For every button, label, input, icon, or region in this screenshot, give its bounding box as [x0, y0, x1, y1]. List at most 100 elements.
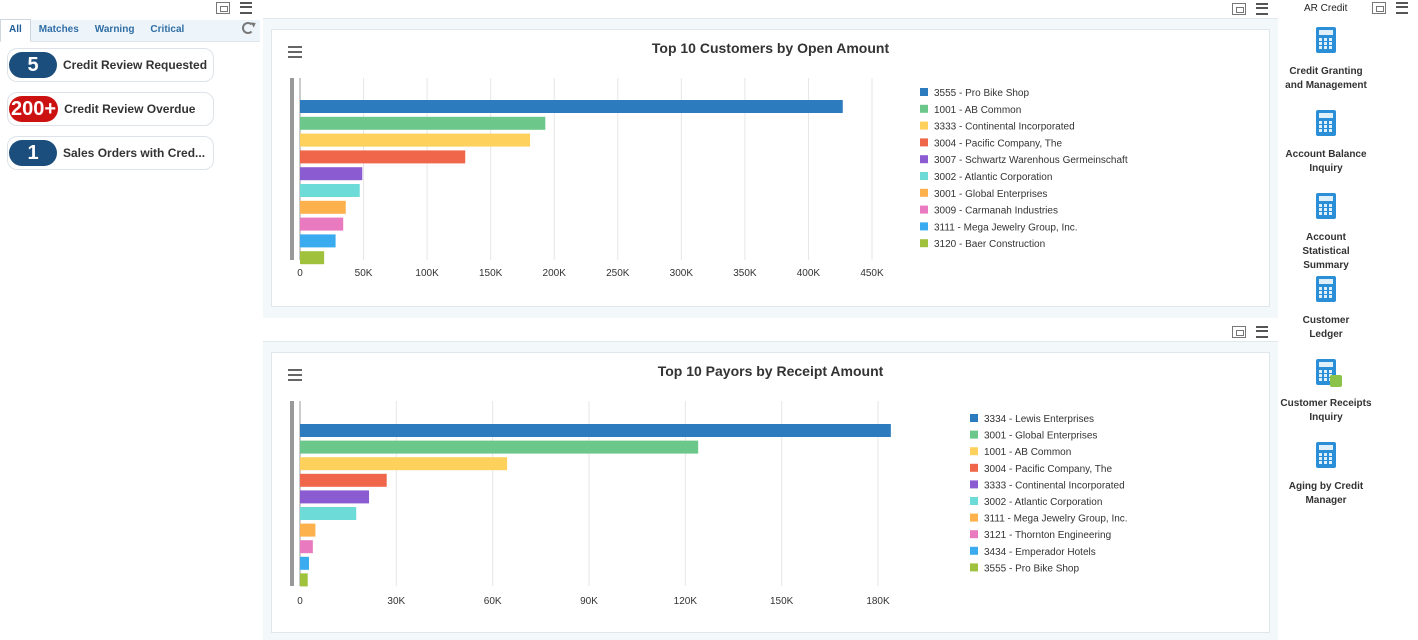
- bar[interactable]: [300, 523, 316, 537]
- springboard-panel: AR Credit Credit Granting and Management…: [1280, 0, 1418, 640]
- legend-swatch: [920, 222, 928, 231]
- bar[interactable]: [300, 490, 370, 504]
- legend-entry[interactable]: 3002 - Atlantic Corporation: [934, 172, 1052, 183]
- watchlist-card-credit-review-requested[interactable]: 5 Credit Review Requested: [7, 48, 214, 82]
- watchlist-panel: All Matches Warning Critical 5 Credit Re…: [0, 0, 260, 640]
- bar[interactable]: [300, 457, 508, 471]
- watchlist-tools: [216, 2, 254, 18]
- legend-entry[interactable]: 3007 - Schwartz Warenhous Germeinschaft: [934, 155, 1128, 166]
- bar[interactable]: [300, 100, 843, 113]
- app-label: Customer Ledger Inquiry: [1302, 315, 1350, 340]
- bar[interactable]: [300, 424, 891, 437]
- app-aging-by-credit-manager[interactable]: Aging by Credit Manager: [1280, 442, 1372, 508]
- x-tick-label: 180K: [866, 596, 890, 607]
- legend-entry[interactable]: 3334 - Lewis Enterprises: [984, 414, 1094, 425]
- app-customer-ledger-inquiry[interactable]: Customer Ledger Inquiry: [1280, 276, 1372, 342]
- tab-matches[interactable]: Matches: [38, 24, 79, 35]
- bar[interactable]: [300, 234, 336, 248]
- bar[interactable]: [300, 184, 360, 197]
- app-label: Credit Granting and Management: [1285, 66, 1367, 91]
- legend-entry[interactable]: 3001 - Global Enterprises: [934, 189, 1047, 200]
- watchlist-tabs: All Matches Warning Critical: [0, 19, 260, 42]
- x-tick-label: 0: [297, 596, 303, 607]
- bar[interactable]: [300, 473, 387, 487]
- app-label: Account Balance Inquiry: [1285, 149, 1367, 174]
- legend-entry[interactable]: 3111 - Mega Jewelry Group, Inc.: [934, 222, 1078, 233]
- bar-chart-customers: 0 50K 100K 150K 200K 250K 300K 350K 400K 450K 3555…: [290, 78, 1128, 279]
- x-tick-label: 60K: [484, 596, 502, 607]
- app-label: Customer Receipts Inquiry: [1280, 398, 1372, 423]
- panel-menu-icon[interactable]: [1396, 2, 1410, 14]
- bar[interactable]: [300, 167, 363, 181]
- bar[interactable]: [300, 540, 313, 554]
- bar[interactable]: [300, 200, 346, 214]
- legend-entry[interactable]: 3111 - Mega Jewelry Group, Inc.: [984, 514, 1128, 525]
- app-account-balance-inquiry[interactable]: Account Balance Inquiry: [1280, 110, 1372, 176]
- legend-swatch: [970, 480, 978, 489]
- legend-swatch: [970, 530, 978, 539]
- legend-entry[interactable]: 3004 - Pacific Company, The: [984, 464, 1112, 475]
- panel-menu-icon[interactable]: [240, 2, 254, 14]
- legend-entry[interactable]: 1001 - AB Common: [934, 105, 1021, 116]
- chart-menu-icon[interactable]: [288, 46, 302, 58]
- tab-warning[interactable]: Warning: [94, 24, 135, 35]
- bar[interactable]: [300, 440, 699, 454]
- legend-swatch: [920, 155, 928, 164]
- chart-title: Top 10 Customers by Open Amount: [651, 40, 890, 56]
- bar[interactable]: [300, 507, 357, 520]
- x-tick-label: 200K: [543, 268, 567, 279]
- calculator-icon: [1316, 110, 1336, 136]
- app-customer-receipts-inquiry[interactable]: Customer Receipts Inquiry: [1280, 359, 1372, 425]
- bar[interactable]: [300, 116, 546, 130]
- legend-entry[interactable]: 3004 - Pacific Company, The: [934, 138, 1062, 149]
- card-label: Sales Orders with Cred...: [63, 146, 206, 160]
- legend-swatch: [970, 430, 978, 439]
- legend-swatch: [970, 497, 978, 505]
- maximize-icon[interactable]: [1232, 326, 1246, 338]
- bar[interactable]: [300, 133, 531, 147]
- legend-entry[interactable]: 3333 - Continental Incorporated: [984, 480, 1125, 491]
- watchlist-card-credit-review-overdue[interactable]: 200+ Credit Review Overdue: [7, 92, 214, 126]
- legend-swatch: [970, 447, 978, 456]
- app-account-statistical-summary[interactable]: Account Statistical Summary: [1280, 193, 1372, 273]
- chart-panel-bottom-tools: [1232, 326, 1270, 342]
- legend-entry[interactable]: 3555 - Pro Bike Shop: [984, 563, 1079, 574]
- axis-scrollbar[interactable]: [290, 78, 294, 260]
- maximize-icon[interactable]: [216, 2, 230, 14]
- bar[interactable]: [300, 150, 466, 164]
- bar[interactable]: [300, 217, 344, 231]
- app-label: Account Statistical Summary: [1302, 232, 1350, 271]
- legend-entry[interactable]: 3434 - Emperador Hotels: [984, 547, 1096, 558]
- maximize-icon[interactable]: [1232, 3, 1246, 15]
- x-tick-label: 250K: [606, 268, 630, 279]
- tab-critical[interactable]: Critical: [150, 24, 185, 35]
- legend-entry[interactable]: 3121 - Thornton Engineering: [984, 530, 1111, 541]
- legend-entry[interactable]: 1001 - AB Common: [984, 447, 1071, 458]
- tab-all[interactable]: All: [0, 19, 31, 42]
- axis-scrollbar[interactable]: [290, 401, 294, 586]
- panel-menu-icon[interactable]: [1256, 326, 1270, 338]
- legend-swatch: [920, 188, 928, 197]
- springboard-title: AR Credit: [1304, 3, 1348, 14]
- chart-menu-icon[interactable]: [288, 369, 302, 381]
- legend-entry[interactable]: 3333 - Continental Incorporated: [934, 122, 1075, 133]
- bar[interactable]: [300, 573, 308, 587]
- app-credit-granting[interactable]: Credit Granting and Management: [1280, 27, 1372, 107]
- legend-entry[interactable]: 3120 - Baer Construction: [934, 239, 1045, 250]
- legend-swatch: [970, 546, 978, 555]
- panel-menu-icon[interactable]: [1256, 3, 1270, 15]
- refresh-icon[interactable]: [242, 22, 254, 34]
- x-tick-label: 150K: [770, 596, 794, 607]
- watchlist-card-sales-orders[interactable]: 1 Sales Orders with Cred...: [7, 136, 214, 170]
- legend-entry[interactable]: 3555 - Pro Bike Shop: [934, 88, 1029, 99]
- maximize-icon[interactable]: [1372, 2, 1386, 14]
- bar[interactable]: [300, 556, 309, 570]
- chart-card: Top 10 Customers by Open Amount 0 50K 100K…: [271, 29, 1270, 307]
- legend-entry[interactable]: 3009 - Carmanah Industries: [934, 206, 1058, 217]
- legend-entry[interactable]: 3001 - Global Enterprises: [984, 431, 1097, 442]
- legend-swatch: [970, 463, 978, 472]
- chart-panel-bottom: Top 10 Payors by Receipt Amount 0 30K 60K 9…: [263, 326, 1278, 640]
- bar[interactable]: [300, 251, 325, 265]
- legend-entry[interactable]: 3002 - Atlantic Corporation: [984, 497, 1102, 508]
